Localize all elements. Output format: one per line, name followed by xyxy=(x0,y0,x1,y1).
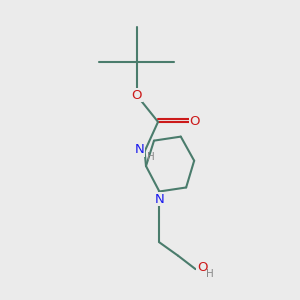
Text: H: H xyxy=(206,269,214,280)
Text: H: H xyxy=(147,152,154,162)
Text: N: N xyxy=(154,193,164,206)
Text: O: O xyxy=(190,116,200,128)
Text: N: N xyxy=(135,143,145,157)
Text: O: O xyxy=(197,261,207,274)
Text: O: O xyxy=(131,88,142,102)
